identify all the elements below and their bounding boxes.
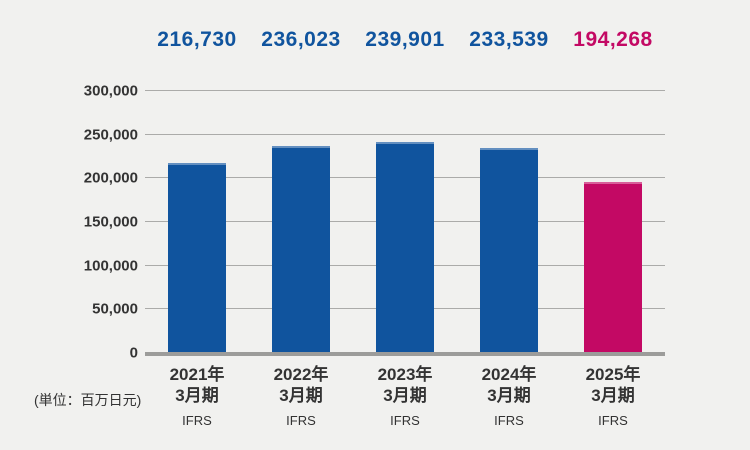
- y-axis-tick-label: 150,000: [83, 213, 138, 231]
- fiscal-period-line: 3月期: [279, 386, 323, 405]
- bar-2024年: [480, 148, 538, 352]
- y-axis-tick-label: 200,000: [83, 169, 138, 187]
- fiscal-year-line: 2021年: [169, 365, 225, 384]
- accounting-standard-label: IFRS: [182, 413, 212, 428]
- x-axis-baseline: [145, 352, 665, 356]
- y-axis-tick-label: 100,000: [83, 257, 138, 275]
- bar-2021年: [168, 162, 226, 352]
- x-axis-category-label: 2023年 3月期 IFRS: [378, 364, 433, 428]
- bar-2023年: [376, 142, 434, 352]
- value-label: 194,268: [573, 28, 653, 51]
- fiscal-period-line: 3月期: [175, 386, 219, 405]
- gridline: [145, 133, 665, 135]
- bar-2022年: [272, 145, 330, 352]
- fiscal-year-line: 2024年: [481, 365, 537, 384]
- x-axis-category-label: 2022年 3月期 IFRS: [274, 364, 329, 428]
- unit-label: (単位：百万日元): [34, 392, 142, 408]
- value-label: 233,539: [469, 28, 549, 51]
- bar-2025年: [584, 182, 642, 352]
- value-label: 239,901: [365, 28, 445, 51]
- fiscal-year-line: 2023年: [377, 365, 433, 384]
- y-axis-tick-label: 50,000: [92, 300, 138, 318]
- fiscal-year-line: 2022年: [273, 365, 329, 384]
- fiscal-period-line: 3月期: [591, 386, 635, 405]
- gridline: [145, 90, 665, 91]
- value-label: 216,730: [157, 28, 237, 51]
- accounting-standard-label: IFRS: [390, 413, 420, 428]
- y-axis-tick-label: 300,000: [83, 82, 138, 100]
- y-axis-tick-label: 0: [129, 344, 138, 362]
- accounting-standard-label: IFRS: [286, 413, 316, 428]
- x-axis-category-label: 2021年 3月期 IFRS: [170, 364, 225, 428]
- fiscal-year-line: 2025年: [585, 365, 641, 384]
- fiscal-period-line: 3月期: [383, 386, 427, 405]
- x-axis-category-label: 2024年 3月期 IFRS: [482, 364, 537, 428]
- value-label: 236,023: [261, 28, 341, 51]
- x-axis-category-label: 2025年 3月期 IFRS: [586, 364, 641, 428]
- y-axis-tick-label: 250,000: [83, 126, 138, 144]
- accounting-standard-label: IFRS: [494, 413, 524, 428]
- fiscal-period-line: 3月期: [487, 386, 531, 405]
- accounting-standard-label: IFRS: [598, 413, 628, 428]
